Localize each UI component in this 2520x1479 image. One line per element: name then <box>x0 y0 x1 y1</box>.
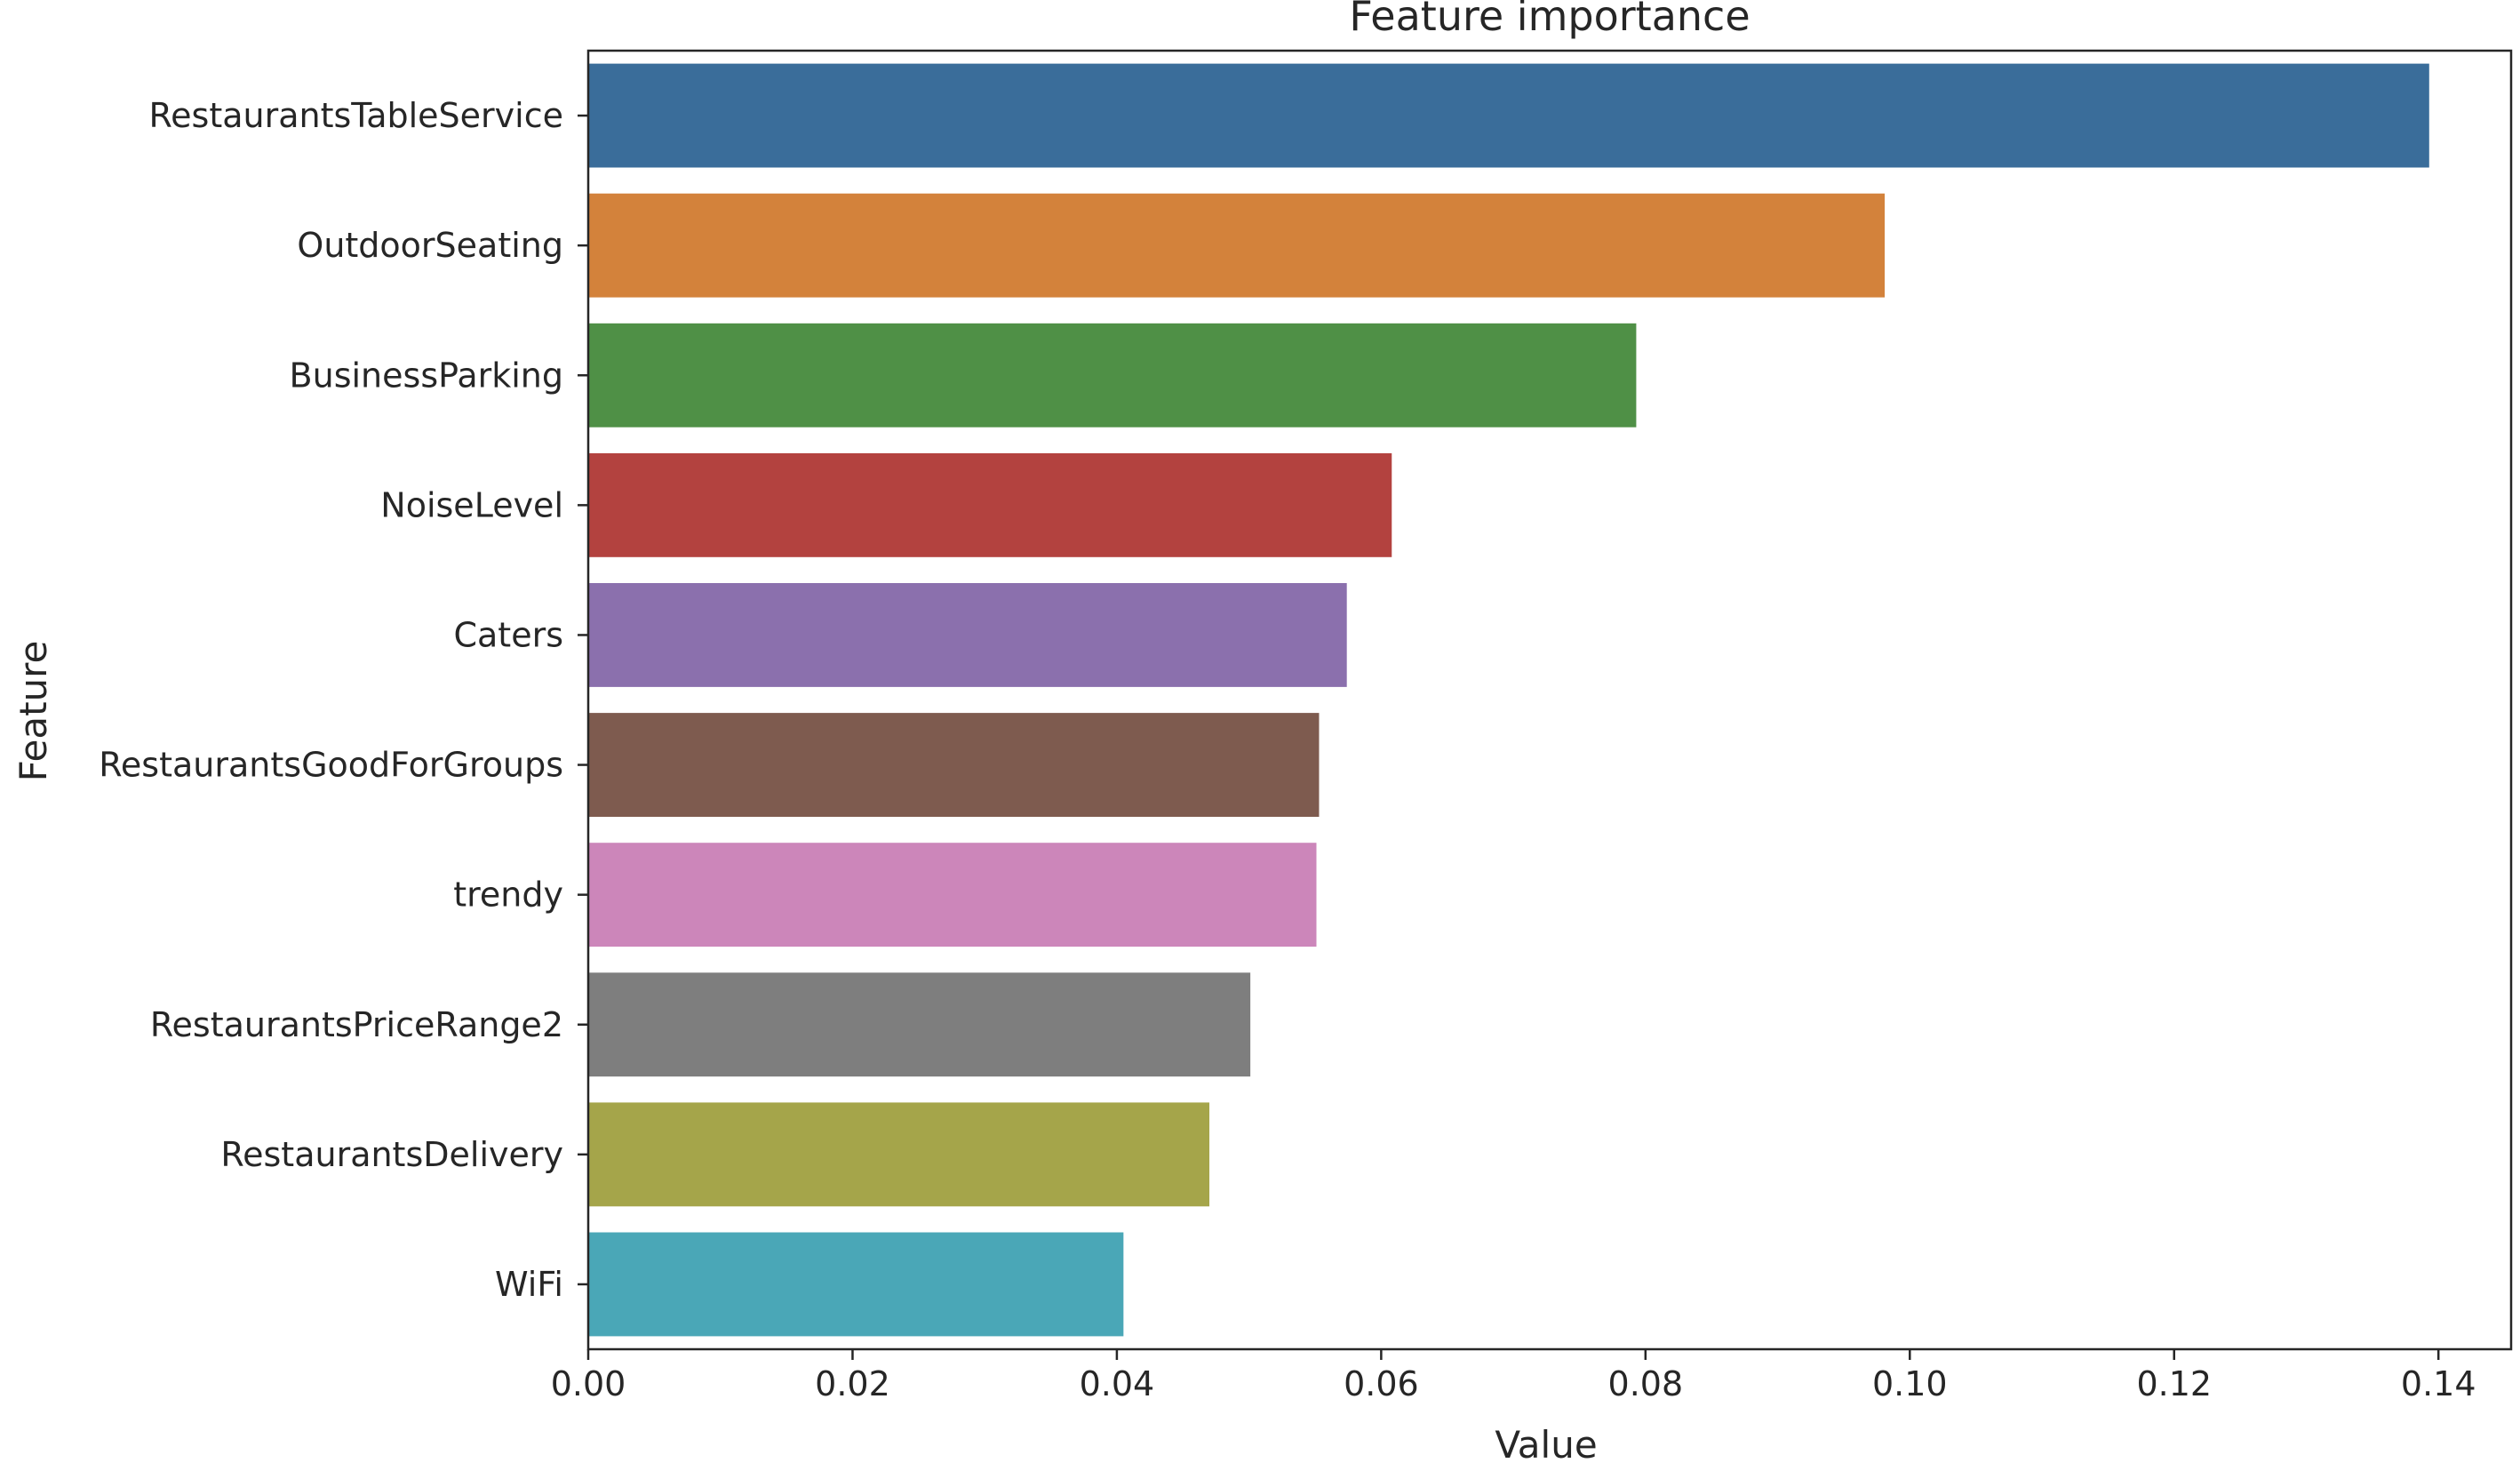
y-tick-label-0: RestaurantsTableService <box>148 96 563 135</box>
x-tick-label-0: 0.00 <box>551 1364 626 1403</box>
bar-5 <box>588 713 1320 817</box>
chart-title: Feature importance <box>1349 0 1750 40</box>
bar-0 <box>588 63 2429 168</box>
y-axis-title: Feature <box>12 641 55 782</box>
y-tick-label-8: RestaurantsDelivery <box>220 1135 563 1174</box>
bar-6 <box>588 843 1317 947</box>
y-tick-label-5: RestaurantsGoodForGroups <box>99 746 563 785</box>
bar-8 <box>588 1102 1210 1207</box>
y-tick-label-6: trendy <box>453 875 563 915</box>
x-tick-label-5: 0.10 <box>1872 1364 1948 1403</box>
y-tick-label-9: WiFi <box>495 1265 563 1304</box>
y-tick-label-1: OutdoorSeating <box>297 226 563 265</box>
x-axis-title: Value <box>1495 1423 1597 1467</box>
bar-3 <box>588 452 1392 557</box>
bar-2 <box>588 323 1637 428</box>
y-tick-label-2: BusinessParking <box>290 356 563 395</box>
plot-frame <box>586 49 2513 1351</box>
x-tick-label-2: 0.04 <box>1080 1364 1155 1403</box>
x-tick-label-4: 0.08 <box>1608 1364 1684 1403</box>
y-tick-label-3: NoiseLevel <box>380 485 563 524</box>
x-tick-label-6: 0.12 <box>2136 1364 2212 1403</box>
x-tick-label-1: 0.02 <box>815 1364 890 1403</box>
y-axis-ticks: RestaurantsTableService OutdoorSeating Bus… <box>99 96 588 1304</box>
bar-1 <box>588 193 1886 298</box>
x-tick-label-7: 0.14 <box>2401 1364 2476 1403</box>
bar-4 <box>588 583 1347 687</box>
y-tick-label-4: Caters <box>453 615 563 654</box>
bar-9 <box>588 1232 1124 1337</box>
bars-group <box>588 63 2429 1337</box>
bar-7 <box>588 972 1251 1077</box>
y-tick-label-7: RestaurantsPriceRange2 <box>150 1005 563 1044</box>
x-axis-ticks: 0.00 0.02 0.04 0.06 0.08 0.10 0.12 0.14 <box>551 1349 2476 1403</box>
x-tick-label-3: 0.06 <box>1344 1364 1419 1403</box>
